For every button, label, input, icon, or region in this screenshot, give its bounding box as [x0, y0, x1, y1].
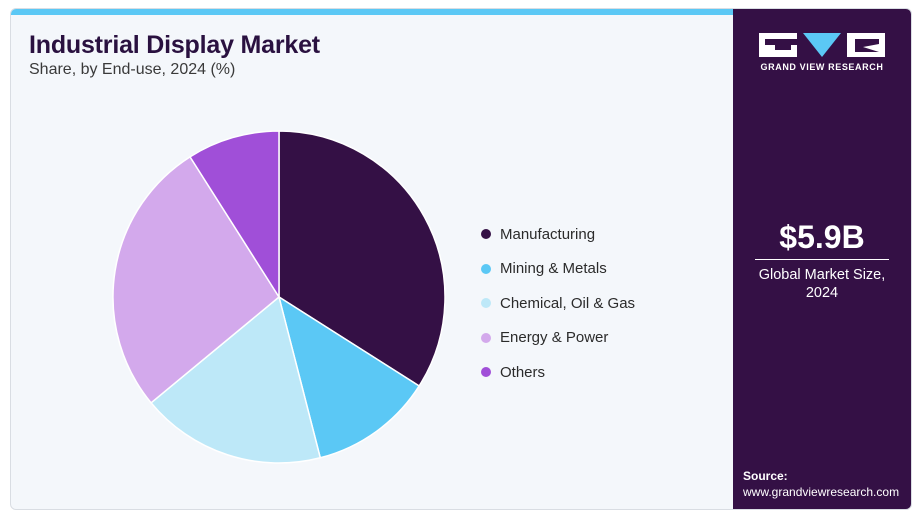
source-url[interactable]: www.grandviewresearch.com — [743, 485, 900, 499]
legend-item: Chemical, Oil & Gas — [481, 286, 635, 321]
chart-subtitle: Share, by End-use, 2024 (%) — [29, 61, 236, 78]
legend-item: Manufacturing — [481, 217, 635, 252]
chart-legend: Manufacturing Mining & Metals Chemical, Oi… — [481, 217, 635, 390]
divider — [755, 259, 889, 260]
legend-swatch — [481, 229, 491, 240]
market-size-label: Global Market Size, 2024 — [758, 267, 886, 301]
legend-label: Mining & Metals — [500, 260, 607, 278]
legend-label: Energy & Power — [500, 329, 609, 347]
side-panel: GRAND VIEW RESEARCH $5.9B Global Market … — [733, 9, 911, 509]
market-size-value: $5.9B — [779, 219, 865, 255]
legend-label: Chemical, Oil & Gas — [500, 294, 636, 312]
source-label: Source: — [743, 469, 788, 483]
pie-slice-mining-metals — [277, 295, 421, 459]
pie-slice-chemical-oil-gas — [150, 295, 322, 464]
report-card: Industrial Display Market Share, by End-… — [10, 8, 912, 510]
legend-swatch — [481, 298, 491, 309]
pie-chart — [112, 130, 446, 464]
chart-title: Industrial Display Market — [29, 31, 320, 59]
legend-item: Others — [481, 355, 635, 390]
logo-text: GRAND VIEW RESEARCH — [760, 62, 884, 72]
grand-view-research-logo-icon — [759, 33, 885, 57]
accent-bar — [11, 9, 733, 15]
pie-slice-others — [189, 130, 280, 300]
legend-swatch — [481, 263, 491, 274]
pie-slice-energy-power — [112, 155, 280, 404]
legend-item: Energy & Power — [481, 321, 635, 356]
legend-label: Manufacturing — [500, 225, 596, 243]
pie-slice-manufacturing — [278, 130, 446, 387]
legend-swatch — [481, 332, 491, 343]
legend-item: Mining & Metals — [481, 252, 635, 287]
legend-swatch — [481, 367, 491, 378]
legend-label: Others — [500, 363, 546, 381]
